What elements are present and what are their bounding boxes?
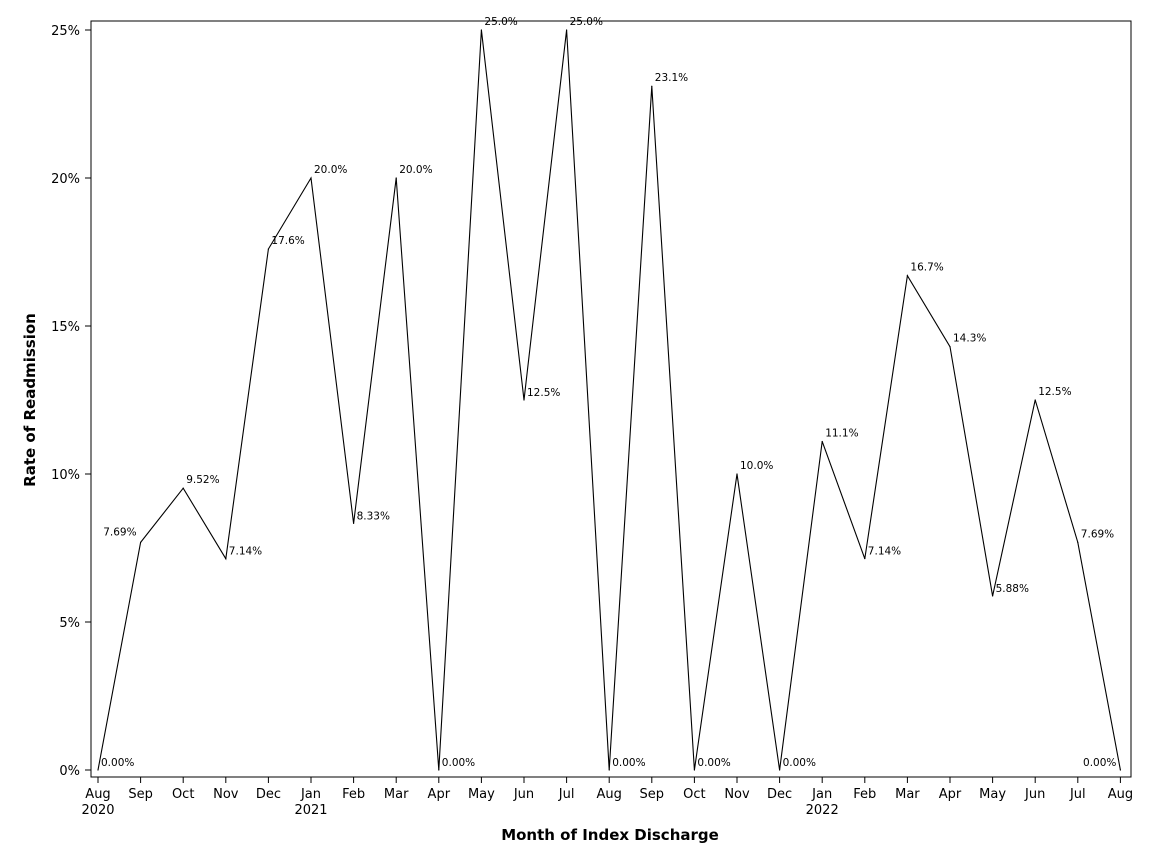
data-point [651, 85, 653, 87]
y-tick-label: 10% [51, 468, 80, 483]
data-point [1119, 769, 1121, 771]
data-label: 20.0% [314, 164, 347, 176]
y-axis: 0% 5% 10% 15% 20% 25% [51, 24, 91, 779]
data-label: 14.3% [953, 333, 986, 345]
x-tick-label: Feb [342, 787, 365, 802]
data-label: 25.0% [570, 16, 603, 28]
data-point [608, 769, 610, 771]
x-tick-label: Jul [1069, 787, 1086, 802]
data-point [353, 522, 355, 525]
data-label: 12.5% [1038, 386, 1071, 398]
data-point [1034, 399, 1036, 401]
x-tick-label: Jan [300, 787, 321, 802]
data-label: 5.88% [996, 583, 1029, 595]
y-tick-label: 0% [59, 764, 80, 779]
data-label: 8.33% [357, 510, 390, 522]
plot-frame [90, 20, 1132, 778]
data-label: 10.0% [740, 460, 773, 472]
data-label: 12.5% [527, 387, 560, 399]
x-tick-label: Sep [128, 787, 153, 802]
x-tick-label: Aug [1108, 787, 1133, 802]
data-label: 0.00% [442, 757, 475, 769]
data-label: 7.69% [1081, 528, 1114, 540]
x-tick-year-label: 2022 [806, 803, 839, 818]
data-point [310, 177, 312, 179]
data-point [949, 346, 951, 348]
x-tick-label: Oct [683, 787, 705, 802]
data-label: 9.52% [186, 474, 219, 486]
data-point [480, 29, 482, 31]
y-tick-label: 25% [51, 24, 80, 39]
data-point [736, 473, 738, 475]
y-axis-title: Rate of Readmission [21, 313, 39, 487]
data-point [1077, 541, 1079, 543]
x-tick-label: Apr [939, 787, 962, 802]
data-label: 7.14% [229, 546, 262, 558]
x-tick-label: Aug [85, 787, 110, 802]
data-point [864, 558, 866, 560]
x-tick-label: May [468, 787, 495, 802]
series-line [97, 29, 1121, 771]
data-point [97, 769, 99, 771]
data-label: 7.69% [103, 526, 136, 538]
data-label: 20.0% [399, 164, 432, 176]
x-axis-title: Month of Index Discharge [501, 826, 719, 844]
data-point [992, 595, 994, 597]
data-label: 23.1% [655, 72, 688, 84]
x-tick-label: Mar [895, 787, 920, 802]
data-label: 17.6% [271, 235, 304, 247]
data-label: 11.1% [825, 427, 858, 439]
data-label: 25.0% [484, 16, 517, 28]
x-tick-label: Mar [384, 787, 409, 802]
x-tick-year-label: 2020 [81, 803, 114, 818]
data-label: 0.00% [101, 757, 134, 769]
x-tick-label: Oct [172, 787, 194, 802]
data-point [779, 769, 781, 771]
x-tick-label: Dec [767, 787, 792, 802]
x-tick-label: Jun [513, 787, 534, 802]
x-tick-label: Jul [558, 787, 575, 802]
x-tick-label: May [979, 787, 1006, 802]
x-tick-label: Nov [724, 787, 750, 802]
data-label: 0.00% [783, 757, 816, 769]
data-point [395, 177, 397, 179]
data-label: 7.14% [868, 546, 901, 558]
x-tick-label: Aug [597, 787, 622, 802]
y-tick-label: 5% [59, 616, 80, 631]
data-point [821, 440, 823, 443]
data-label: 0.00% [612, 757, 645, 769]
y-tick-label: 15% [51, 320, 80, 335]
x-tick-label: Sep [640, 787, 665, 802]
data-point [225, 558, 227, 560]
data-labels: 0.00% 7.69% 9.52% 7.14% 17.6% 20.0% 8.33% 20.0%… [97, 16, 1121, 771]
x-tick-label: Nov [213, 787, 239, 802]
y-tick-label: 20% [51, 172, 80, 187]
x-tick-label: Jan [811, 787, 832, 802]
x-tick-label: Dec [256, 787, 281, 802]
data-label: 0.00% [697, 757, 730, 769]
data-point [523, 399, 525, 401]
data-point [566, 29, 568, 31]
data-point [267, 248, 269, 250]
data-point [438, 769, 440, 771]
x-tick-label: Jun [1024, 787, 1045, 802]
data-point [140, 541, 142, 543]
data-label: 0.00% [1083, 757, 1116, 769]
data-point [693, 769, 696, 771]
x-tick-label: Feb [853, 787, 876, 802]
data-point [182, 487, 184, 489]
data-label: 16.7% [910, 262, 943, 274]
data-point [906, 275, 909, 277]
x-tick-label: Apr [428, 787, 451, 802]
x-tick-year-label: 2021 [294, 803, 327, 818]
